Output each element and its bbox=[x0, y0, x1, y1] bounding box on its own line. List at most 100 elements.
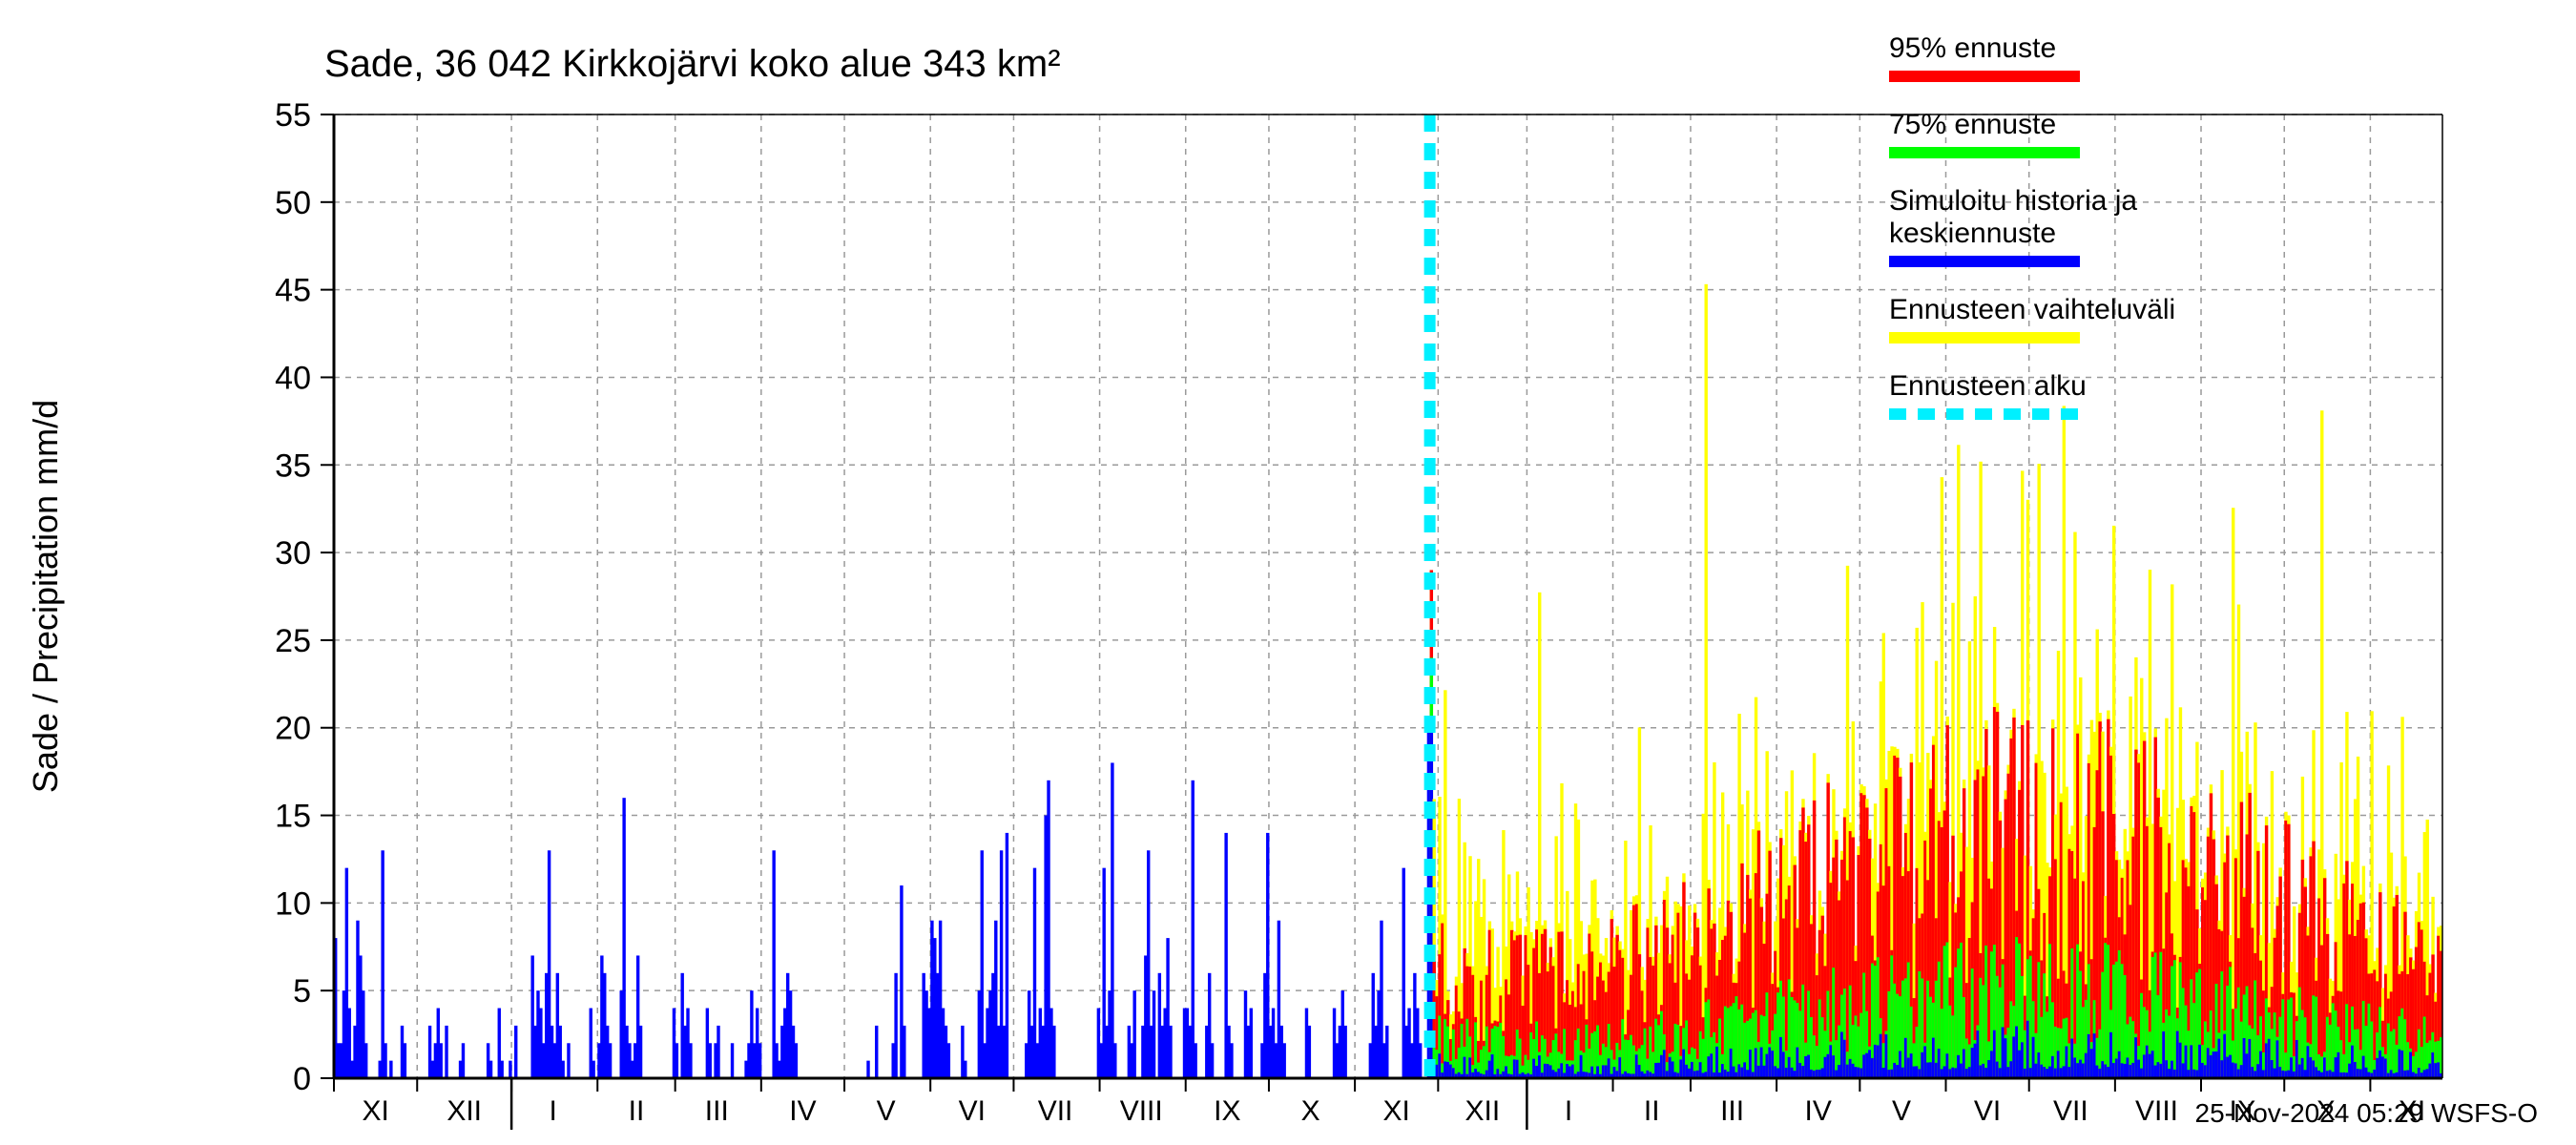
forecast-bar-green bbox=[2046, 1011, 2048, 1078]
hist-bar bbox=[1278, 921, 1280, 1078]
forecast-bar-blue bbox=[1943, 1066, 1946, 1078]
chart-title: Sade, 36 042 Kirkkojärvi koko alue 343 k… bbox=[324, 43, 1061, 85]
forecast-bar-red bbox=[2098, 721, 2101, 1078]
forecast-bar-blue bbox=[2057, 1051, 2060, 1078]
hist-bar bbox=[1042, 1026, 1045, 1078]
hist-bar bbox=[1308, 1026, 1311, 1078]
forecast-bar-blue bbox=[1901, 1068, 1904, 1078]
hist-bar bbox=[1166, 938, 1169, 1078]
forecast-bar-blue bbox=[1449, 1065, 1452, 1078]
year-label: 2025 bbox=[1495, 1141, 1559, 1145]
forecast-bar-blue bbox=[2376, 1058, 2379, 1078]
forecast-bar-blue bbox=[2365, 1068, 2368, 1078]
forecast-bar-blue bbox=[1590, 1067, 1593, 1078]
forecast-bar-green bbox=[2332, 1003, 2335, 1078]
forecast-bar-green bbox=[1702, 1039, 1705, 1078]
hist-bar bbox=[933, 938, 936, 1078]
forecast-bar-blue bbox=[2118, 1051, 2121, 1078]
month-label: V bbox=[1892, 1095, 1911, 1127]
hist-bar bbox=[533, 1026, 536, 1078]
forecast-bar-red bbox=[1846, 881, 1849, 1078]
legend-label: keskiennuste bbox=[1889, 218, 2056, 249]
forecast-bar-blue bbox=[1547, 1064, 1549, 1078]
forecast-bar-blue bbox=[2220, 1060, 2223, 1078]
forecast-bar-blue bbox=[2029, 1068, 2032, 1078]
forecast-bar-green bbox=[1644, 1029, 1647, 1078]
forecast-bar-blue bbox=[1916, 1066, 1919, 1078]
forecast-bar-blue bbox=[2035, 1064, 2038, 1078]
hist-bar bbox=[753, 1043, 756, 1078]
month-label: VIII bbox=[1120, 1095, 1163, 1127]
hist-bar bbox=[548, 850, 551, 1078]
forecast-bar-blue bbox=[1829, 1045, 1832, 1078]
forecast-bar-green bbox=[2393, 1030, 2396, 1078]
month-label: XI bbox=[1383, 1095, 1410, 1127]
forecast-bar-blue bbox=[2251, 1067, 2254, 1078]
hist-bar bbox=[1333, 1009, 1336, 1078]
hist-bar bbox=[434, 1043, 437, 1078]
forecast-bar-blue bbox=[1882, 1068, 1885, 1078]
forecast-bar-blue bbox=[2006, 1067, 2009, 1078]
forecast-bar-blue bbox=[1862, 1054, 1865, 1078]
forecast-bar-green bbox=[2370, 1021, 2373, 1078]
forecast-bar-blue bbox=[1715, 1047, 1718, 1078]
forecast-bar-blue bbox=[1571, 1065, 1574, 1078]
hist-bar bbox=[942, 1009, 945, 1078]
forecast-bar-blue bbox=[1505, 1066, 1507, 1078]
hist-bar bbox=[1385, 1026, 1388, 1078]
hist-bar bbox=[866, 1061, 869, 1078]
forecast-bar-blue bbox=[1743, 1062, 1746, 1078]
forecast-bar-green bbox=[1627, 1040, 1630, 1078]
hist-bar bbox=[620, 990, 623, 1078]
forecast-bar-blue bbox=[1444, 1061, 1446, 1078]
forecast-bar-green bbox=[2287, 1000, 2290, 1078]
forecast-bar-blue bbox=[2165, 1060, 2168, 1078]
forecast-bar-blue bbox=[2204, 1065, 2207, 1078]
forecast-bar-blue bbox=[2127, 1057, 2129, 1078]
forecast-bar-blue bbox=[2143, 1054, 2146, 1078]
hist-bar bbox=[986, 1009, 988, 1078]
hist-bar bbox=[1382, 1043, 1385, 1078]
hist-bar bbox=[567, 1043, 570, 1078]
forecast-bar-blue bbox=[1951, 1068, 1954, 1078]
forecast-bar-blue bbox=[2335, 1057, 2337, 1078]
forecast-bar-green bbox=[1563, 1029, 1566, 1078]
hist-bar bbox=[381, 850, 384, 1078]
forecast-bar-green bbox=[2140, 993, 2143, 1078]
hist-bar bbox=[780, 1026, 783, 1078]
month-label: X bbox=[1301, 1095, 1320, 1127]
forecast-bar-green bbox=[2192, 1003, 2195, 1078]
hist-bar bbox=[927, 1009, 930, 1078]
forecast-bar-blue bbox=[1791, 1068, 1794, 1078]
forecast-bar-green bbox=[2423, 1016, 2426, 1078]
hist-bar bbox=[431, 1061, 434, 1078]
month-label: I bbox=[1565, 1095, 1572, 1127]
forecast-bar-green bbox=[1630, 1035, 1632, 1078]
hist-bar bbox=[514, 1026, 517, 1078]
forecast-bar-green bbox=[2387, 1023, 2390, 1078]
hist-bar bbox=[362, 990, 364, 1078]
forecast-bar-blue bbox=[1852, 1064, 1855, 1078]
hist-bar bbox=[631, 1061, 634, 1078]
forecast-bar-blue bbox=[2309, 1057, 2312, 1078]
forecast-bar-blue bbox=[2171, 1061, 2173, 1078]
forecast-bar-green bbox=[2107, 945, 2109, 1078]
forecast-bar-green bbox=[1794, 1000, 1797, 1078]
hist-bar bbox=[401, 1026, 404, 1078]
forecast-bar-green bbox=[1585, 1025, 1588, 1078]
hist-bar bbox=[1244, 990, 1247, 1078]
forecast-bar-blue bbox=[1999, 1068, 2002, 1078]
forecast-bar-blue bbox=[2348, 1064, 2351, 1078]
forecast-bar-blue bbox=[2381, 1056, 2384, 1078]
forecast-bar-green bbox=[2173, 960, 2176, 1078]
forecast-bar-blue bbox=[2104, 1065, 2107, 1078]
hist-bar bbox=[1033, 868, 1036, 1078]
forecast-bar-blue bbox=[1821, 1068, 1824, 1078]
legend-label: 75% ennuste bbox=[1889, 109, 2056, 140]
forecast-bar-green bbox=[2076, 945, 2079, 1078]
forecast-bar-blue bbox=[1907, 1058, 1910, 1078]
hist-bar bbox=[404, 1043, 406, 1078]
forecast-bar-blue bbox=[1596, 1066, 1599, 1078]
forecast-bar-red bbox=[2212, 840, 2215, 1078]
hist-bar bbox=[922, 973, 924, 1078]
